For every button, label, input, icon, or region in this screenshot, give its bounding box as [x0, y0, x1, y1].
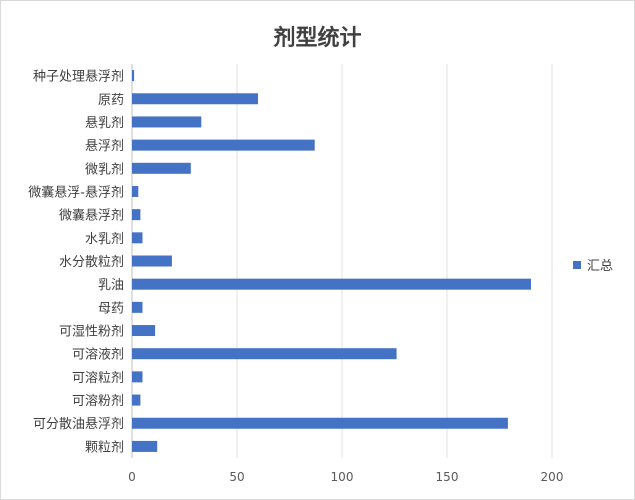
bar: [132, 162, 191, 174]
legend: 汇总: [573, 259, 613, 274]
category-label: 可分散油悬浮剂: [33, 417, 124, 432]
category-label: 颗粒剂: [85, 440, 124, 455]
bar: [132, 255, 172, 267]
bar: [132, 417, 508, 429]
x-tick-label: 100: [331, 470, 354, 484]
category-label: 微乳剂: [85, 162, 124, 177]
bar: [132, 325, 156, 337]
category-label: 可湿性粉剂: [59, 325, 124, 340]
bar: [132, 93, 258, 105]
x-tick-labels: 0 50 100 150 200: [128, 470, 563, 484]
bar: [132, 209, 141, 221]
x-tick-label: 50: [229, 470, 244, 484]
gridlines: [131, 64, 553, 458]
bar: [132, 348, 397, 360]
category-label: 微囊悬浮剂: [59, 208, 124, 224]
category-label: 乳油: [98, 278, 124, 293]
x-tick-label: 0: [128, 470, 136, 484]
category-label: 悬乳剂: [85, 116, 124, 131]
category-label: 可溶粒剂: [72, 371, 124, 386]
category-label: 可溶粉剂: [72, 394, 124, 409]
chart-title: 剂型统计: [273, 26, 362, 51]
bar: [132, 301, 143, 313]
x-tick-label: 150: [436, 470, 459, 484]
x-tick-label: 200: [541, 470, 564, 484]
category-label: 母药: [98, 301, 124, 316]
bar: [132, 116, 202, 128]
bar: [132, 371, 143, 383]
bars: [132, 70, 531, 452]
legend-swatch: [573, 261, 581, 269]
legend-label: 汇总: [587, 259, 613, 274]
category-label: 悬浮剂: [85, 139, 124, 154]
category-label: 水乳剂: [85, 232, 124, 247]
bar: [132, 232, 143, 244]
bar: [132, 440, 158, 452]
bar: [132, 185, 139, 197]
bar: [132, 70, 135, 82]
category-label: 种子处理悬浮剂: [33, 70, 124, 85]
bar: [132, 139, 315, 151]
category-label: 微囊悬浮-悬浮剂: [28, 184, 124, 200]
bar: [132, 278, 531, 290]
category-label: 可溶液剂: [72, 348, 124, 363]
category-label: 水分散粒剂: [59, 255, 124, 270]
category-labels: 种子处理悬浮剂原药悬乳剂悬浮剂微乳剂微囊悬浮-悬浮剂微囊悬浮剂水乳剂水分散粒剂乳…: [28, 70, 124, 456]
bar: [132, 394, 141, 406]
category-label: 原药: [98, 93, 124, 108]
